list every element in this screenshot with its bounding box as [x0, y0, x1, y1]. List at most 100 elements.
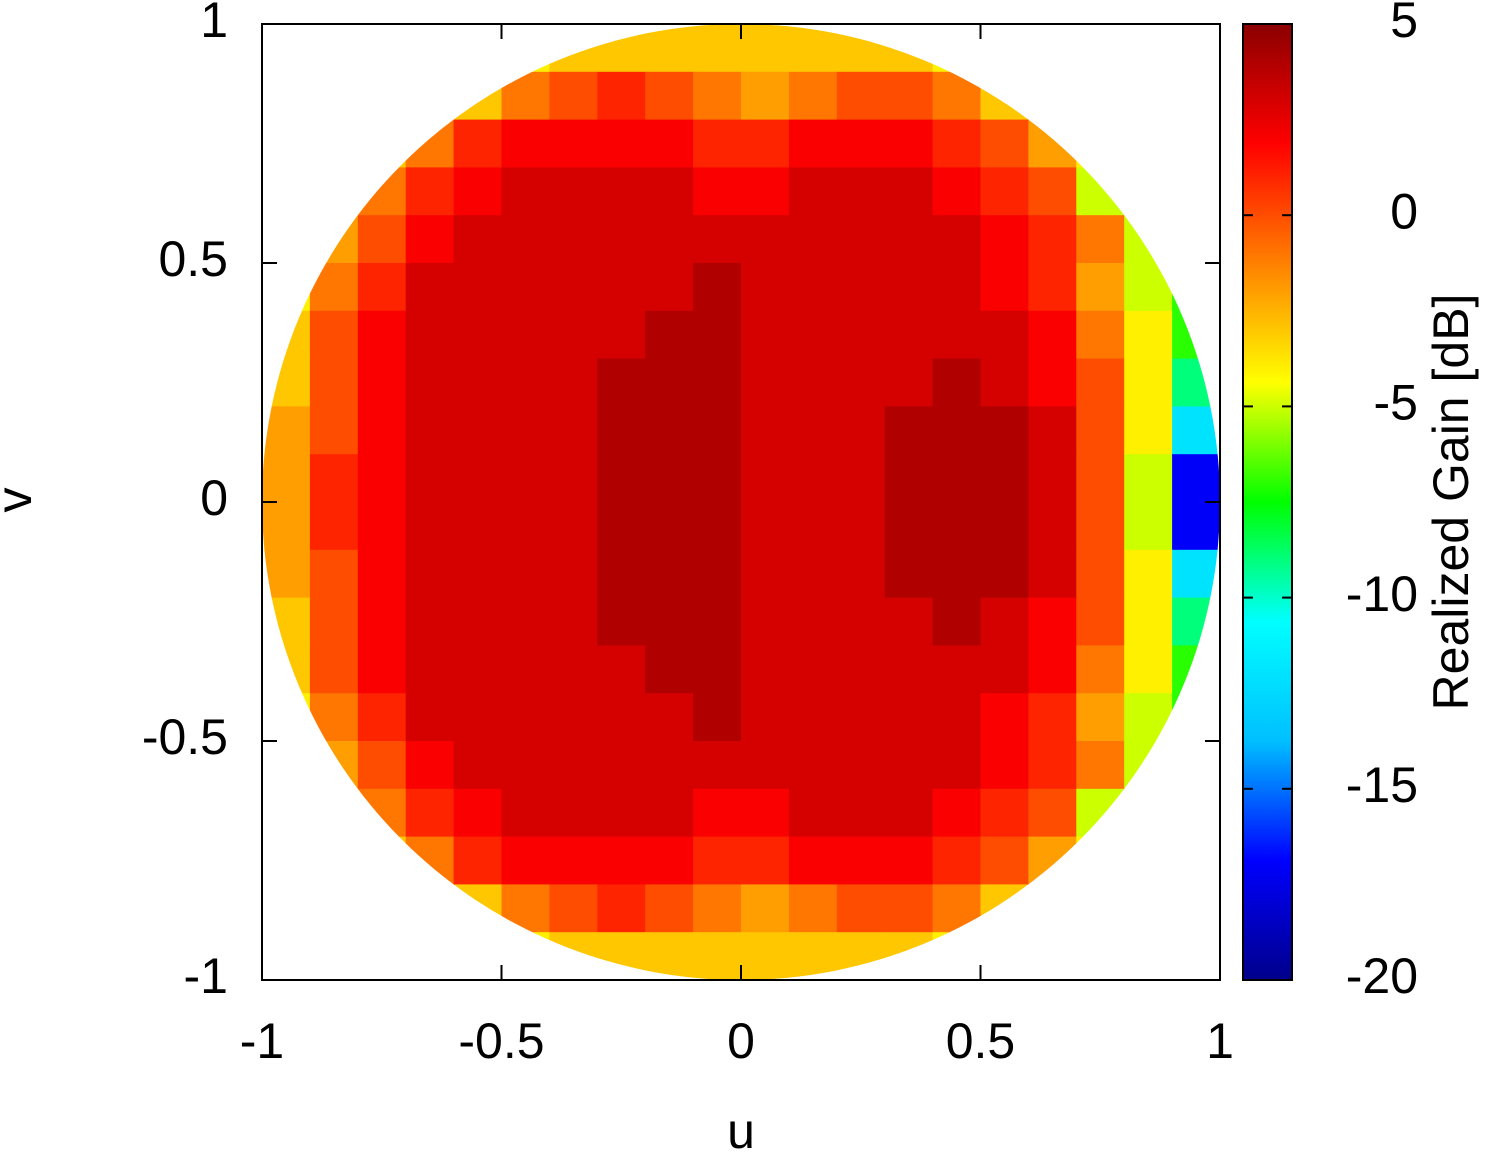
heat-cell [405, 645, 455, 694]
heat-cell [932, 119, 982, 168]
heat-cell [980, 119, 1029, 168]
heat-cell [645, 310, 694, 360]
heat-cell [1076, 645, 1125, 694]
heat-cell [932, 263, 982, 312]
heat-cell [309, 693, 359, 742]
heat-cell [884, 502, 934, 551]
heat-cell [1124, 263, 1173, 312]
heat-cell [453, 71, 503, 121]
heat-cell [1076, 836, 1125, 885]
heat-cell [788, 788, 838, 838]
heat-cell [1028, 167, 1077, 216]
heat-cell [405, 836, 455, 885]
heat-cell [357, 645, 407, 694]
heat-cell [1076, 119, 1125, 168]
heat-cell [693, 358, 742, 407]
heat-cell [932, 597, 982, 646]
heat-cell [262, 693, 311, 742]
heat-cell [1124, 597, 1173, 646]
heat-cell [932, 788, 982, 838]
heat-cell [357, 119, 407, 168]
heat-cell [645, 741, 694, 790]
heat-cell [597, 119, 646, 168]
heat-cell [549, 693, 598, 742]
heat-cell [741, 741, 790, 790]
heat-cell [788, 167, 838, 216]
heat-cell [836, 71, 886, 121]
heat-cell [836, 502, 886, 551]
heat-cell [693, 310, 742, 360]
heat-cell [932, 693, 982, 742]
heat-cell [405, 693, 455, 742]
heat-cell [453, 167, 503, 216]
x-tick-label: -1 [240, 1013, 284, 1069]
heat-cell [1076, 167, 1125, 216]
heat-cell [1028, 502, 1077, 551]
heat-cell [836, 310, 886, 360]
heat-cell [884, 454, 934, 503]
heat-cell [501, 645, 550, 694]
heat-cell [932, 549, 982, 599]
heat-cell [549, 788, 598, 838]
heat-cell [1124, 215, 1173, 264]
heat-cell [836, 215, 886, 264]
heat-cell [884, 406, 934, 455]
heat-cell [836, 741, 886, 790]
heat-cell [980, 597, 1029, 646]
heat-cell [932, 645, 982, 694]
heat-cell [741, 502, 790, 551]
heat-cell [309, 741, 359, 790]
heat-cell [836, 836, 886, 885]
heat-cell [645, 167, 694, 216]
heat-cell [693, 24, 742, 73]
heat-cell [1028, 406, 1077, 455]
heat-cell [788, 645, 838, 694]
heat-cell [1076, 788, 1125, 838]
heat-cell [262, 263, 311, 312]
heat-cell [1124, 358, 1173, 407]
x-tick-label: 1 [1206, 1013, 1234, 1069]
heat-cell [693, 884, 742, 933]
heat-cell [501, 358, 550, 407]
heat-cell [357, 549, 407, 599]
heat-cell [884, 932, 934, 980]
heat-cell [309, 263, 359, 312]
heat-cell [741, 454, 790, 503]
heat-cell [836, 167, 886, 216]
heat-cell [741, 597, 790, 646]
heat-cell [597, 549, 646, 599]
heat-cell [262, 502, 311, 551]
heat-cell [597, 454, 646, 503]
heat-cell [405, 119, 455, 168]
heat-cell [645, 645, 694, 694]
heat-cell [309, 406, 359, 455]
heat-cell [405, 167, 455, 216]
heat-cell [357, 215, 407, 264]
heat-cell [597, 693, 646, 742]
heat-cell [405, 454, 455, 503]
heat-cell [1028, 741, 1077, 790]
heat-cell [501, 549, 550, 599]
heat-cell [1172, 645, 1220, 694]
heat-cell [788, 836, 838, 885]
heat-cell [453, 836, 503, 885]
heat-cell [1172, 358, 1220, 407]
heat-cell [597, 932, 646, 980]
heat-cell [1076, 263, 1125, 312]
colorbar-tick-label: -5 [1374, 375, 1418, 431]
heat-cell [453, 597, 503, 646]
heat-cell [645, 215, 694, 264]
heat-cell [788, 597, 838, 646]
colorbar-tick-label: -20 [1346, 948, 1418, 1004]
colorbar-tick-label: 5 [1390, 0, 1418, 48]
heat-cell [453, 358, 503, 407]
heat-cell [836, 932, 886, 980]
heat-cell [741, 932, 790, 980]
heat-cell [597, 597, 646, 646]
heat-cell [309, 454, 359, 503]
heat-cell [741, 549, 790, 599]
heat-cell [453, 406, 503, 455]
heat-cell [501, 263, 550, 312]
heat-cell [980, 71, 1029, 121]
